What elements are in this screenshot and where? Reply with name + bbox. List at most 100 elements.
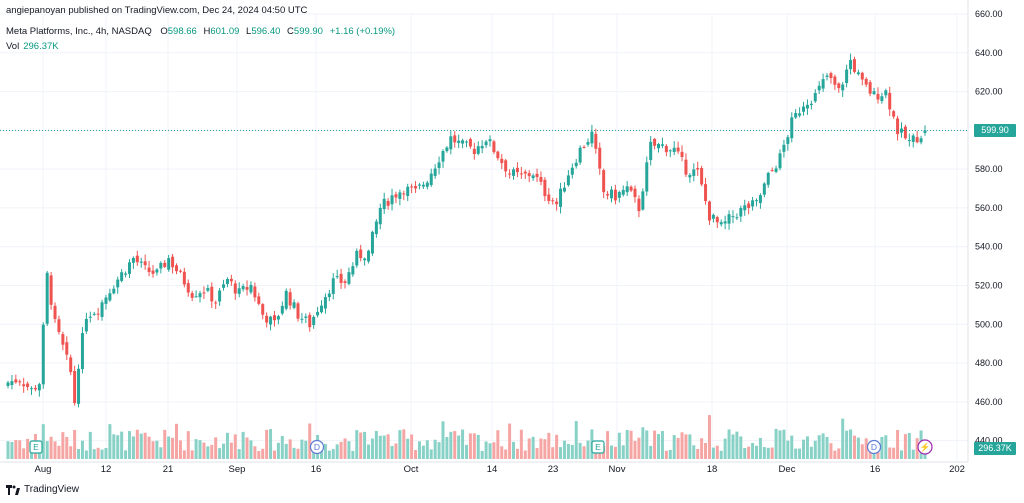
candle-body	[10, 381, 14, 385]
candle-body	[700, 168, 704, 185]
volume-bar	[390, 445, 394, 459]
candle-body	[414, 186, 418, 189]
x-tick-label: Dec	[779, 464, 796, 475]
volume-bar	[410, 434, 414, 459]
volume-bar	[370, 438, 374, 459]
volume-bar	[429, 449, 433, 459]
candle-body	[770, 170, 774, 172]
candle-body	[421, 184, 425, 187]
candle-body	[715, 217, 719, 223]
candle-body	[676, 147, 680, 152]
candle-body	[774, 168, 778, 172]
candle-body	[892, 111, 896, 117]
candle-body	[323, 297, 327, 309]
candle-body	[370, 231, 374, 254]
volume-bar	[743, 448, 747, 459]
candle-body	[896, 118, 900, 135]
candle-body	[884, 90, 888, 96]
candle-body	[809, 103, 813, 106]
candle-body	[367, 250, 371, 262]
volume-bar	[41, 424, 45, 459]
volume-bar	[578, 442, 582, 459]
candle-body	[633, 188, 637, 198]
candle-body	[457, 140, 461, 143]
dividend-icon[interactable]: D	[309, 439, 325, 455]
volume-bar	[762, 447, 766, 459]
candle-body	[347, 272, 351, 284]
volume-bar	[374, 430, 378, 459]
y-tick-label: 620.00	[975, 87, 1003, 97]
candle-body	[202, 292, 206, 294]
volume-bar	[155, 440, 159, 459]
x-tick-label: 12	[101, 464, 112, 475]
candle-body	[664, 145, 668, 153]
volume-bar	[884, 435, 888, 459]
price-axis[interactable]: 440.00 460.00 480.00 500.00 520.00 540.00 560.…	[0, 0, 1003, 463]
candle-body	[719, 222, 723, 225]
volume-bar	[735, 431, 739, 459]
candle-body	[190, 293, 194, 298]
candle-body	[163, 262, 167, 267]
time-axis[interactable]: Aug 12 21 Sep 16 Oct 14 23 Nov 18 Dec 16 202	[35, 464, 965, 475]
volume-bar	[711, 447, 715, 459]
candle-body	[41, 324, 45, 385]
volume-bar	[527, 438, 531, 459]
candle-body	[131, 258, 135, 263]
candle-body	[790, 117, 794, 139]
candle-body	[272, 315, 276, 321]
volume-bar	[555, 434, 559, 459]
earnings-icon[interactable]: E	[29, 440, 43, 454]
candle-body	[919, 138, 923, 143]
volume-bar	[613, 446, 617, 459]
volume-bar	[335, 444, 339, 459]
candle-body	[754, 200, 758, 202]
volume-bar	[845, 430, 849, 459]
candle-body	[186, 283, 190, 293]
candle-body	[880, 96, 884, 102]
volume-bar	[915, 438, 919, 459]
open-value: 598.66	[167, 26, 197, 37]
volume-bar	[778, 430, 782, 459]
volume-bar	[907, 432, 911, 459]
candle-body	[453, 135, 457, 143]
volume-bar	[629, 430, 633, 459]
tradingview-footer[interactable]: TradingView	[6, 484, 79, 495]
candle-body	[441, 151, 445, 162]
candle-body	[229, 278, 233, 282]
volume-bar	[202, 442, 206, 459]
candle-body	[837, 83, 841, 89]
candle-body	[84, 318, 88, 332]
volume-bar	[10, 441, 14, 459]
candle-body	[249, 285, 253, 293]
dividend-icon[interactable]: D	[866, 439, 882, 455]
candle-body	[794, 113, 798, 118]
candle-body	[672, 147, 676, 153]
candle-body	[339, 273, 343, 283]
volume-bar	[633, 440, 637, 459]
volume-bar	[127, 431, 131, 459]
candle-body	[225, 279, 229, 284]
candle-body	[88, 316, 92, 318]
candle-body	[143, 261, 147, 266]
volume-bar	[382, 435, 386, 459]
candle-body	[515, 167, 519, 173]
volume-bar	[688, 434, 692, 459]
candle-body	[492, 141, 496, 153]
volume-bar	[586, 440, 590, 459]
candle-body	[445, 147, 449, 152]
volume-bar	[449, 431, 453, 459]
candle-body	[609, 189, 613, 199]
candle-body	[108, 293, 112, 301]
volume-bar	[323, 443, 327, 459]
earnings-icon[interactable]: E	[591, 440, 605, 454]
lightning-icon[interactable]: ⚡	[917, 439, 933, 455]
tradingview-logo-icon	[6, 484, 20, 495]
volume-bar	[124, 450, 128, 459]
volume-bar	[143, 432, 147, 459]
candle-body	[602, 170, 606, 193]
volume-bar	[92, 449, 96, 459]
candle-body	[562, 187, 566, 192]
volume-bar	[461, 429, 465, 459]
candle-body	[80, 333, 84, 370]
